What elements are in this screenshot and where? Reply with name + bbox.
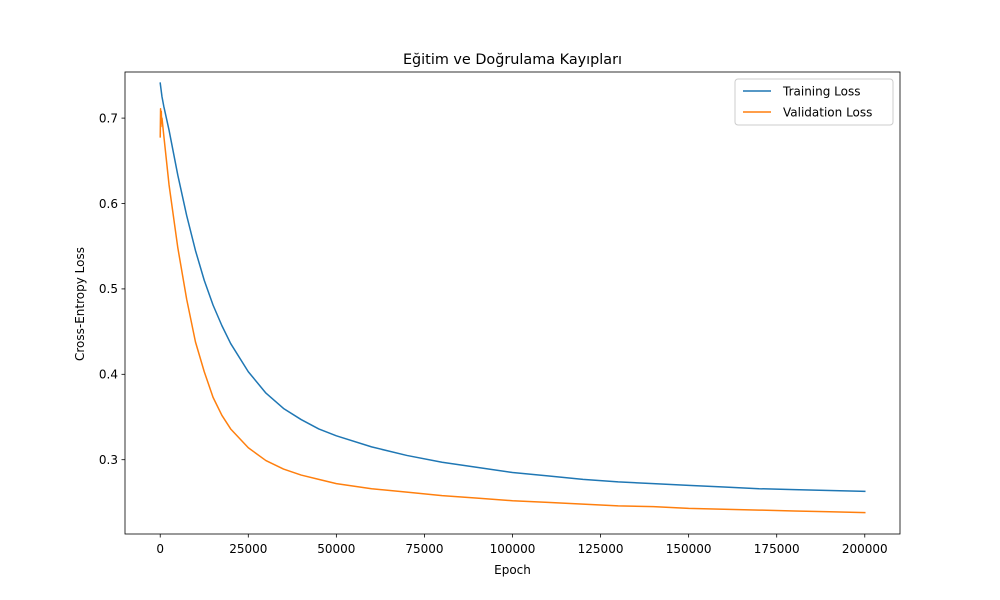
x-tick-label: 125000: [578, 542, 624, 556]
legend: Training Loss Validation Loss: [734, 78, 894, 126]
x-axis-label: Epoch: [494, 563, 531, 577]
legend-label: Validation Loss: [783, 105, 872, 119]
legend-label: Training Loss: [782, 84, 860, 98]
x-tick-label: 150000: [666, 542, 712, 556]
y-tick-label: 0.3: [99, 453, 118, 467]
y-tick-label: 0.7: [99, 111, 118, 125]
series-line-training-loss: [159, 82, 866, 493]
series-line-validation-loss: [159, 107, 866, 514]
x-tick-label: 50000: [317, 542, 355, 556]
y-tick-label: 0.5: [99, 282, 118, 296]
legend-frame: [734, 78, 894, 126]
y-tick-label: 0.6: [99, 197, 118, 211]
x-tick-label: 100000: [490, 542, 536, 556]
x-tick-label: 25000: [229, 542, 267, 556]
x-tick-label: 0: [156, 542, 164, 556]
y-axis: 0.3 0.4 0.5 0.6 0.7: [99, 111, 125, 467]
x-tick-label: 200000: [842, 542, 888, 556]
y-tick-label: 0.4: [99, 368, 118, 382]
x-tick-label: 175000: [754, 542, 800, 556]
x-tick-label: 75000: [405, 542, 443, 556]
x-axis: 0 25000 50000 75000 100000 125000 150000 175000…: [156, 534, 888, 556]
y-axis-label: Cross-Entropy Loss: [73, 247, 87, 361]
chart-title: Eğitim ve Doğrulama Kayıpları: [403, 52, 622, 68]
